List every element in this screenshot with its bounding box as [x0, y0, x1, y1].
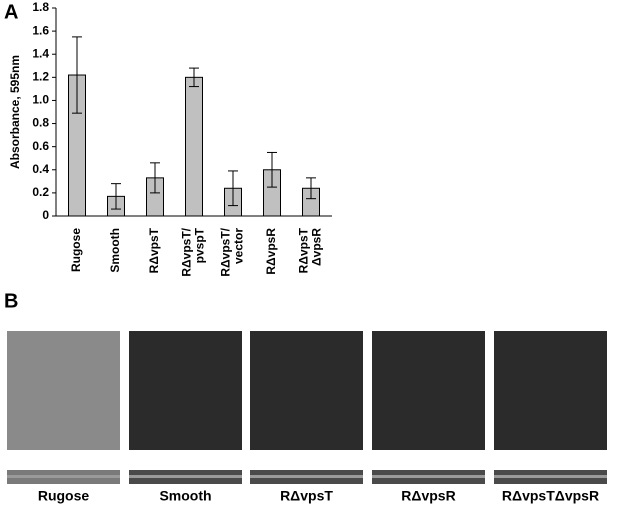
micrograph-texture: [129, 331, 242, 450]
micrograph-texture: [494, 331, 607, 450]
x-tick-label: RΔvpsT: [297, 227, 311, 273]
error-bar: [189, 67, 199, 88]
y-tick-label: 1.8: [32, 0, 49, 14]
y-tick-label: 0.4: [32, 162, 49, 176]
side-view-band: [372, 475, 485, 478]
error-bar: [267, 151, 277, 188]
micrograph-texture: [372, 331, 485, 450]
y-tick-label: 1.6: [32, 23, 49, 37]
error-bar: [72, 36, 82, 114]
side-view-band: [250, 475, 363, 478]
x-tick-label: RΔvpsR: [264, 228, 278, 275]
x-tick-label: pvspT: [193, 227, 207, 263]
image-label: RΔvpsR: [401, 488, 455, 504]
y-tick-label: 0.2: [32, 185, 49, 199]
x-tick-label: Rugose: [69, 228, 83, 272]
y-tick-label: 0: [42, 208, 49, 222]
x-tick-label: RΔvpsT/: [180, 227, 194, 276]
panel-label: B: [4, 290, 18, 312]
x-tick-label: ΔvpsR: [310, 228, 324, 266]
micrograph-texture: [250, 331, 363, 450]
error-bar: [306, 177, 316, 200]
error-bar: [150, 162, 160, 194]
error-bar: [111, 183, 121, 210]
side-view-band: [494, 475, 607, 478]
image-label: RΔvpsTΔvpsR: [502, 488, 599, 504]
micrograph-texture: [7, 331, 120, 450]
x-tick-label: Smooth: [108, 228, 122, 273]
image-label: Rugose: [38, 488, 90, 504]
image-label: RΔvpsT: [280, 488, 333, 504]
bar: [185, 76, 203, 217]
y-tick-label: 0.6: [32, 139, 49, 153]
y-tick-label: 0.8: [32, 116, 49, 130]
side-view-band: [129, 475, 242, 478]
side-view-band: [7, 475, 120, 478]
x-tick-label: RΔvpsT/: [219, 227, 233, 276]
error-bar: [228, 170, 238, 207]
x-tick-label: RΔvpsT: [147, 227, 161, 273]
panel-label: A: [4, 1, 18, 23]
image-label: Smooth: [159, 488, 211, 504]
y-axis-label: Absorbance, 595nm: [8, 55, 22, 169]
x-tick-label: vector: [232, 228, 246, 264]
y-tick-label: 1.4: [32, 46, 49, 60]
y-tick-label: 1.0: [32, 93, 49, 107]
y-tick-label: 1.2: [32, 70, 49, 84]
